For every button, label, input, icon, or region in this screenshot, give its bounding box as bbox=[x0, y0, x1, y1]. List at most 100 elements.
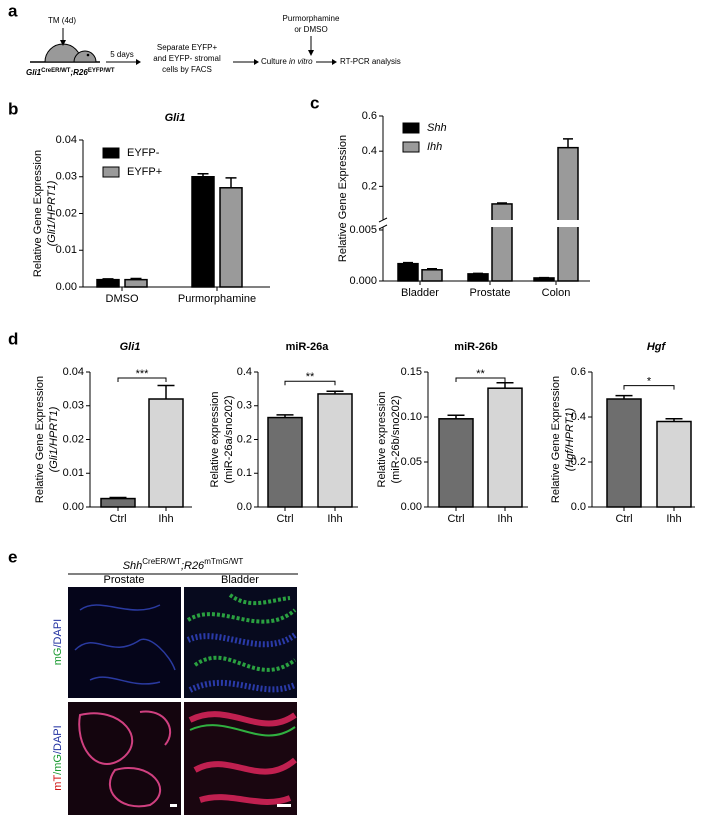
legend-label: EYFP- bbox=[127, 147, 160, 159]
y-tick-label: 0.00 bbox=[401, 501, 422, 513]
y-axis-label: (Gli1/HPRT1) bbox=[48, 406, 60, 472]
significance: *** bbox=[136, 368, 150, 380]
panel-label: c bbox=[310, 93, 319, 112]
bar bbox=[148, 398, 184, 508]
y-axis-label: Relative expression bbox=[209, 392, 221, 488]
label: TM (4d) bbox=[48, 16, 76, 25]
y-tick-label: 0.2 bbox=[362, 180, 377, 192]
error-bar bbox=[403, 261, 413, 264]
y-tick-label: 0.05 bbox=[401, 456, 422, 468]
y-tick-label: 0.3 bbox=[237, 400, 252, 412]
y-tick-label: 0.15 bbox=[401, 366, 422, 378]
bar bbox=[606, 398, 642, 508]
bar bbox=[397, 262, 419, 282]
y-tick-label: 0.4 bbox=[237, 366, 252, 378]
x-tick-label: Ctrl bbox=[615, 513, 632, 525]
x-tick-label: Ihh bbox=[497, 513, 512, 525]
y-axis-label: (miR-26b/sno202) bbox=[390, 395, 402, 483]
legend-swatch bbox=[102, 166, 120, 178]
error-bar bbox=[665, 418, 683, 422]
error-bar bbox=[563, 138, 573, 148]
y-axis-label: (miR-26a/sno202) bbox=[223, 395, 235, 483]
x-tick-label: Ihh bbox=[327, 513, 342, 525]
label: Separate EYFP+ bbox=[157, 43, 218, 52]
label: RT-PCR analysis bbox=[340, 57, 401, 66]
significance: ** bbox=[306, 371, 315, 383]
error-bar bbox=[130, 277, 142, 280]
label: Purmorphamine bbox=[283, 14, 340, 23]
y-tick-label: 0.0 bbox=[237, 501, 252, 513]
error-bar bbox=[447, 414, 465, 419]
genotype: Gli1CreER/WT;R26EYFP/WT bbox=[26, 68, 115, 78]
panel-label: b bbox=[8, 99, 18, 118]
panel-label: e bbox=[8, 547, 17, 566]
x-tick-label: DMSO bbox=[106, 293, 139, 305]
significance-bracket bbox=[284, 380, 336, 386]
y-tick-label: 0.2 bbox=[237, 433, 252, 445]
y-tick-label: 0.4 bbox=[571, 411, 586, 423]
x-tick-label: Ctrl bbox=[276, 513, 293, 525]
error-bar bbox=[109, 496, 127, 499]
bar bbox=[124, 278, 148, 288]
schematic bbox=[30, 28, 337, 65]
y-tick-label: 0.03 bbox=[56, 171, 77, 183]
bar bbox=[487, 387, 523, 508]
panel-label: a bbox=[8, 1, 18, 20]
error-bar bbox=[615, 394, 633, 399]
bar bbox=[317, 393, 353, 508]
y-axis-label: Relative Gene Expression bbox=[32, 150, 44, 277]
axis-break bbox=[377, 220, 590, 227]
significance-bracket bbox=[455, 377, 506, 382]
y-tick-label: 0.6 bbox=[362, 110, 377, 122]
bar bbox=[656, 420, 692, 508]
x-tick-label: Ihh bbox=[666, 513, 681, 525]
x-tick-label: Ihh bbox=[158, 513, 173, 525]
bar bbox=[100, 497, 136, 508]
bar bbox=[219, 187, 243, 288]
bar bbox=[421, 269, 443, 282]
x-tick-label: Prostate bbox=[470, 287, 511, 299]
significance-bracket bbox=[623, 385, 675, 390]
row-label: mG/DAPI bbox=[52, 619, 64, 665]
y-tick-label: 0.4 bbox=[362, 145, 377, 157]
error-bar bbox=[157, 384, 175, 399]
label: and EYFP- stromal bbox=[153, 54, 221, 63]
bar bbox=[557, 146, 579, 282]
bar bbox=[491, 203, 513, 282]
label: or DMSO bbox=[294, 25, 327, 34]
chart-title: Hgf bbox=[647, 341, 667, 353]
legend-label: Ihh bbox=[427, 141, 442, 153]
y-tick-label: 0.000 bbox=[349, 275, 377, 287]
axis-break bbox=[378, 217, 388, 230]
x-tick-label: Colon bbox=[542, 287, 571, 299]
y-tick-label: 0.04 bbox=[63, 366, 84, 378]
error-bar bbox=[102, 278, 114, 280]
x-tick-label: Ctrl bbox=[447, 513, 464, 525]
y-tick-label: 0.00 bbox=[56, 281, 77, 293]
bar bbox=[438, 418, 474, 508]
label: cells by FACS bbox=[162, 65, 212, 74]
y-tick-label: 0.01 bbox=[56, 244, 77, 256]
legend-label: Shh bbox=[427, 122, 447, 134]
y-axis-label: (Gli1/HPRT1) bbox=[46, 180, 58, 246]
error-bar bbox=[326, 390, 344, 394]
chart-title: miR-26b bbox=[454, 341, 498, 353]
panel-label: d bbox=[8, 329, 18, 348]
x-tick-label: Ctrl bbox=[109, 513, 126, 525]
legend-label: EYFP+ bbox=[127, 166, 162, 178]
y-tick-label: 0.04 bbox=[56, 134, 77, 146]
y-axis-label: Relative Gene Expression bbox=[550, 376, 562, 503]
error-bar bbox=[276, 414, 294, 418]
y-tick-label: 0.10 bbox=[401, 411, 422, 423]
error-bar bbox=[496, 382, 514, 389]
significance-bracket bbox=[117, 377, 167, 382]
y-tick-label: 0.03 bbox=[63, 400, 84, 412]
y-tick-label: 0.1 bbox=[237, 467, 252, 479]
column-label: Prostate bbox=[104, 574, 145, 586]
y-axis-label: Relative Gene Expression bbox=[337, 135, 349, 262]
chart-title: Gli1 bbox=[120, 341, 141, 353]
y-tick-label: 0.01 bbox=[63, 467, 84, 479]
bar bbox=[96, 278, 120, 288]
legend-swatch bbox=[402, 141, 420, 153]
